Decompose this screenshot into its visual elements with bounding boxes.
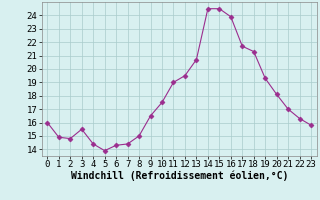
X-axis label: Windchill (Refroidissement éolien,°C): Windchill (Refroidissement éolien,°C) <box>70 171 288 181</box>
